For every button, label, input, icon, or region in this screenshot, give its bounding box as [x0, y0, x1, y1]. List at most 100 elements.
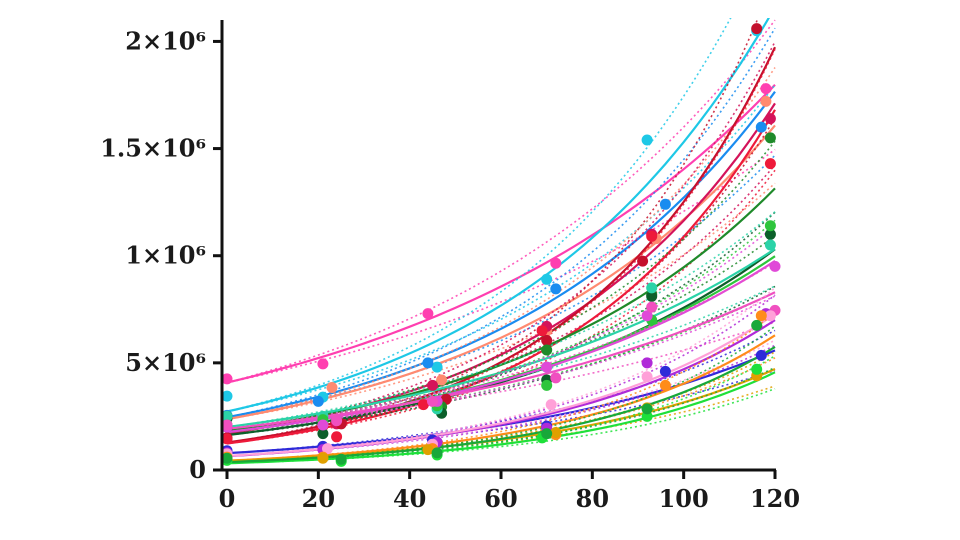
series-12-data-point: [541, 361, 553, 373]
series-1-data-point: [221, 373, 233, 385]
x-tick-label: 100: [659, 484, 709, 513]
y-tick-label: 1×10⁶: [125, 241, 206, 270]
series-2-data-point: [641, 134, 653, 146]
series-13-data-point: [427, 395, 438, 407]
x-tick-label: 80: [576, 484, 609, 513]
series-4-data-point: [760, 95, 772, 107]
series-7-data-point: [646, 230, 658, 242]
series-12-data-point: [317, 419, 329, 431]
series-1-upper-band: [226, 19, 776, 384]
y-axis-ticks: 0 5×10⁶ 1×10⁶ 1.5×10⁶ 2×10⁶: [100, 26, 222, 484]
series-20-data-point: [335, 453, 347, 465]
x-tick-label: 120: [750, 484, 800, 513]
series-6-data-point: [541, 334, 553, 346]
series-5-data-point: [764, 113, 776, 125]
series-13-data-point: [221, 419, 233, 431]
series-10-data-point: [764, 239, 776, 251]
series-15-data-point: [641, 357, 653, 369]
series-6-data-point: [637, 255, 649, 267]
series-10-upper-band: [226, 211, 776, 428]
series-10-data-point: [221, 410, 233, 422]
series-1: [226, 19, 776, 384]
series-9-data-point: [317, 428, 329, 440]
series-4-data-point: [326, 382, 338, 393]
series-18-data-point: [422, 444, 434, 456]
x-axis-ticks: 0 20 40 60 80 100 120: [219, 470, 800, 513]
x-tick-label: 20: [302, 484, 335, 513]
series-16-data-point: [545, 399, 557, 411]
series-3-data-point: [755, 121, 767, 133]
series-2-upper-band: [226, 18, 732, 413]
points-layer: [221, 23, 781, 467]
y-tick-label: 0: [189, 455, 206, 484]
series-14-data-point: [659, 365, 671, 377]
series-2-lower-band: [226, 84, 776, 413]
series-4-upper-band: [226, 67, 776, 420]
series-2-data-point: [431, 361, 443, 373]
y-tick-label: 2×10⁶: [125, 26, 206, 55]
series-2-data-point: [541, 273, 553, 285]
series-2-fit-line: [226, 18, 770, 413]
series-7-data-point: [331, 431, 343, 443]
series-13-data-point: [646, 301, 658, 313]
series-6-data-point: [751, 23, 763, 35]
series-9-fit-line: [226, 248, 776, 437]
series-11-upper-band: [226, 219, 776, 433]
series-9-data-point: [646, 290, 658, 302]
series-18-data-point: [317, 452, 329, 464]
series-20-data-point: [751, 319, 763, 331]
series-14-data-point: [755, 349, 767, 361]
series-7-data-point: [221, 433, 233, 445]
series-3-data-point: [422, 357, 434, 369]
series-20-data-point: [641, 403, 653, 415]
series-1-fit-line: [226, 84, 776, 384]
series-7-data-point: [536, 325, 548, 337]
x-tick-label: 40: [393, 484, 426, 513]
series-8-data-point: [764, 132, 776, 144]
series-2: [226, 18, 776, 413]
series-1-data-point: [550, 257, 562, 269]
series-1-data-point: [317, 358, 329, 370]
series-9-upper-band: [226, 211, 776, 436]
series-18-data-point: [550, 427, 562, 438]
series-16-data-point: [764, 310, 776, 322]
series-1-data-point: [760, 83, 772, 95]
series-20-data-point: [431, 447, 443, 459]
y-tick-label: 1.5×10⁶: [100, 134, 206, 163]
x-tick-label: 0: [219, 484, 236, 513]
series-20-data-point: [541, 428, 553, 440]
series-12-data-point: [641, 310, 653, 322]
series-1-data-point: [422, 308, 434, 320]
series-3-data-point: [659, 198, 671, 210]
series-17-data-point: [755, 310, 767, 322]
series-17-data-point: [659, 379, 671, 391]
series-11-fit-line: [226, 255, 776, 434]
series-3-data-point: [312, 395, 324, 407]
series-10-data-point: [646, 282, 658, 294]
series-12-upper-band: [226, 225, 776, 433]
series-5-data-point: [427, 379, 438, 391]
series-12-data-point: [769, 260, 781, 272]
series-4-data-point: [436, 374, 448, 386]
series-13-data-point: [331, 415, 343, 427]
series-9-data-point: [764, 228, 776, 240]
series-2-data-point: [221, 390, 233, 402]
series-6-lower-band: [226, 117, 776, 444]
series-13-data-point: [550, 372, 562, 384]
series-1-lower-band: [226, 148, 776, 384]
y-tick-label: 5×10⁶: [125, 348, 206, 377]
series-16-data-point: [641, 371, 653, 383]
series-6-upper-band: [226, 18, 759, 444]
series-7-data-point: [764, 158, 776, 170]
series-20-data-point: [221, 452, 233, 464]
series-6: [226, 18, 776, 444]
series-11-data-point: [541, 379, 553, 391]
series-3-data-point: [550, 283, 562, 295]
series-19-data-point: [751, 363, 763, 375]
series-7-data-point: [417, 399, 429, 411]
series-5-lower-band: [226, 164, 776, 435]
series-3-upper-band: [226, 27, 776, 419]
x-tick-label: 60: [484, 484, 517, 513]
series-11-data-point: [764, 220, 776, 232]
